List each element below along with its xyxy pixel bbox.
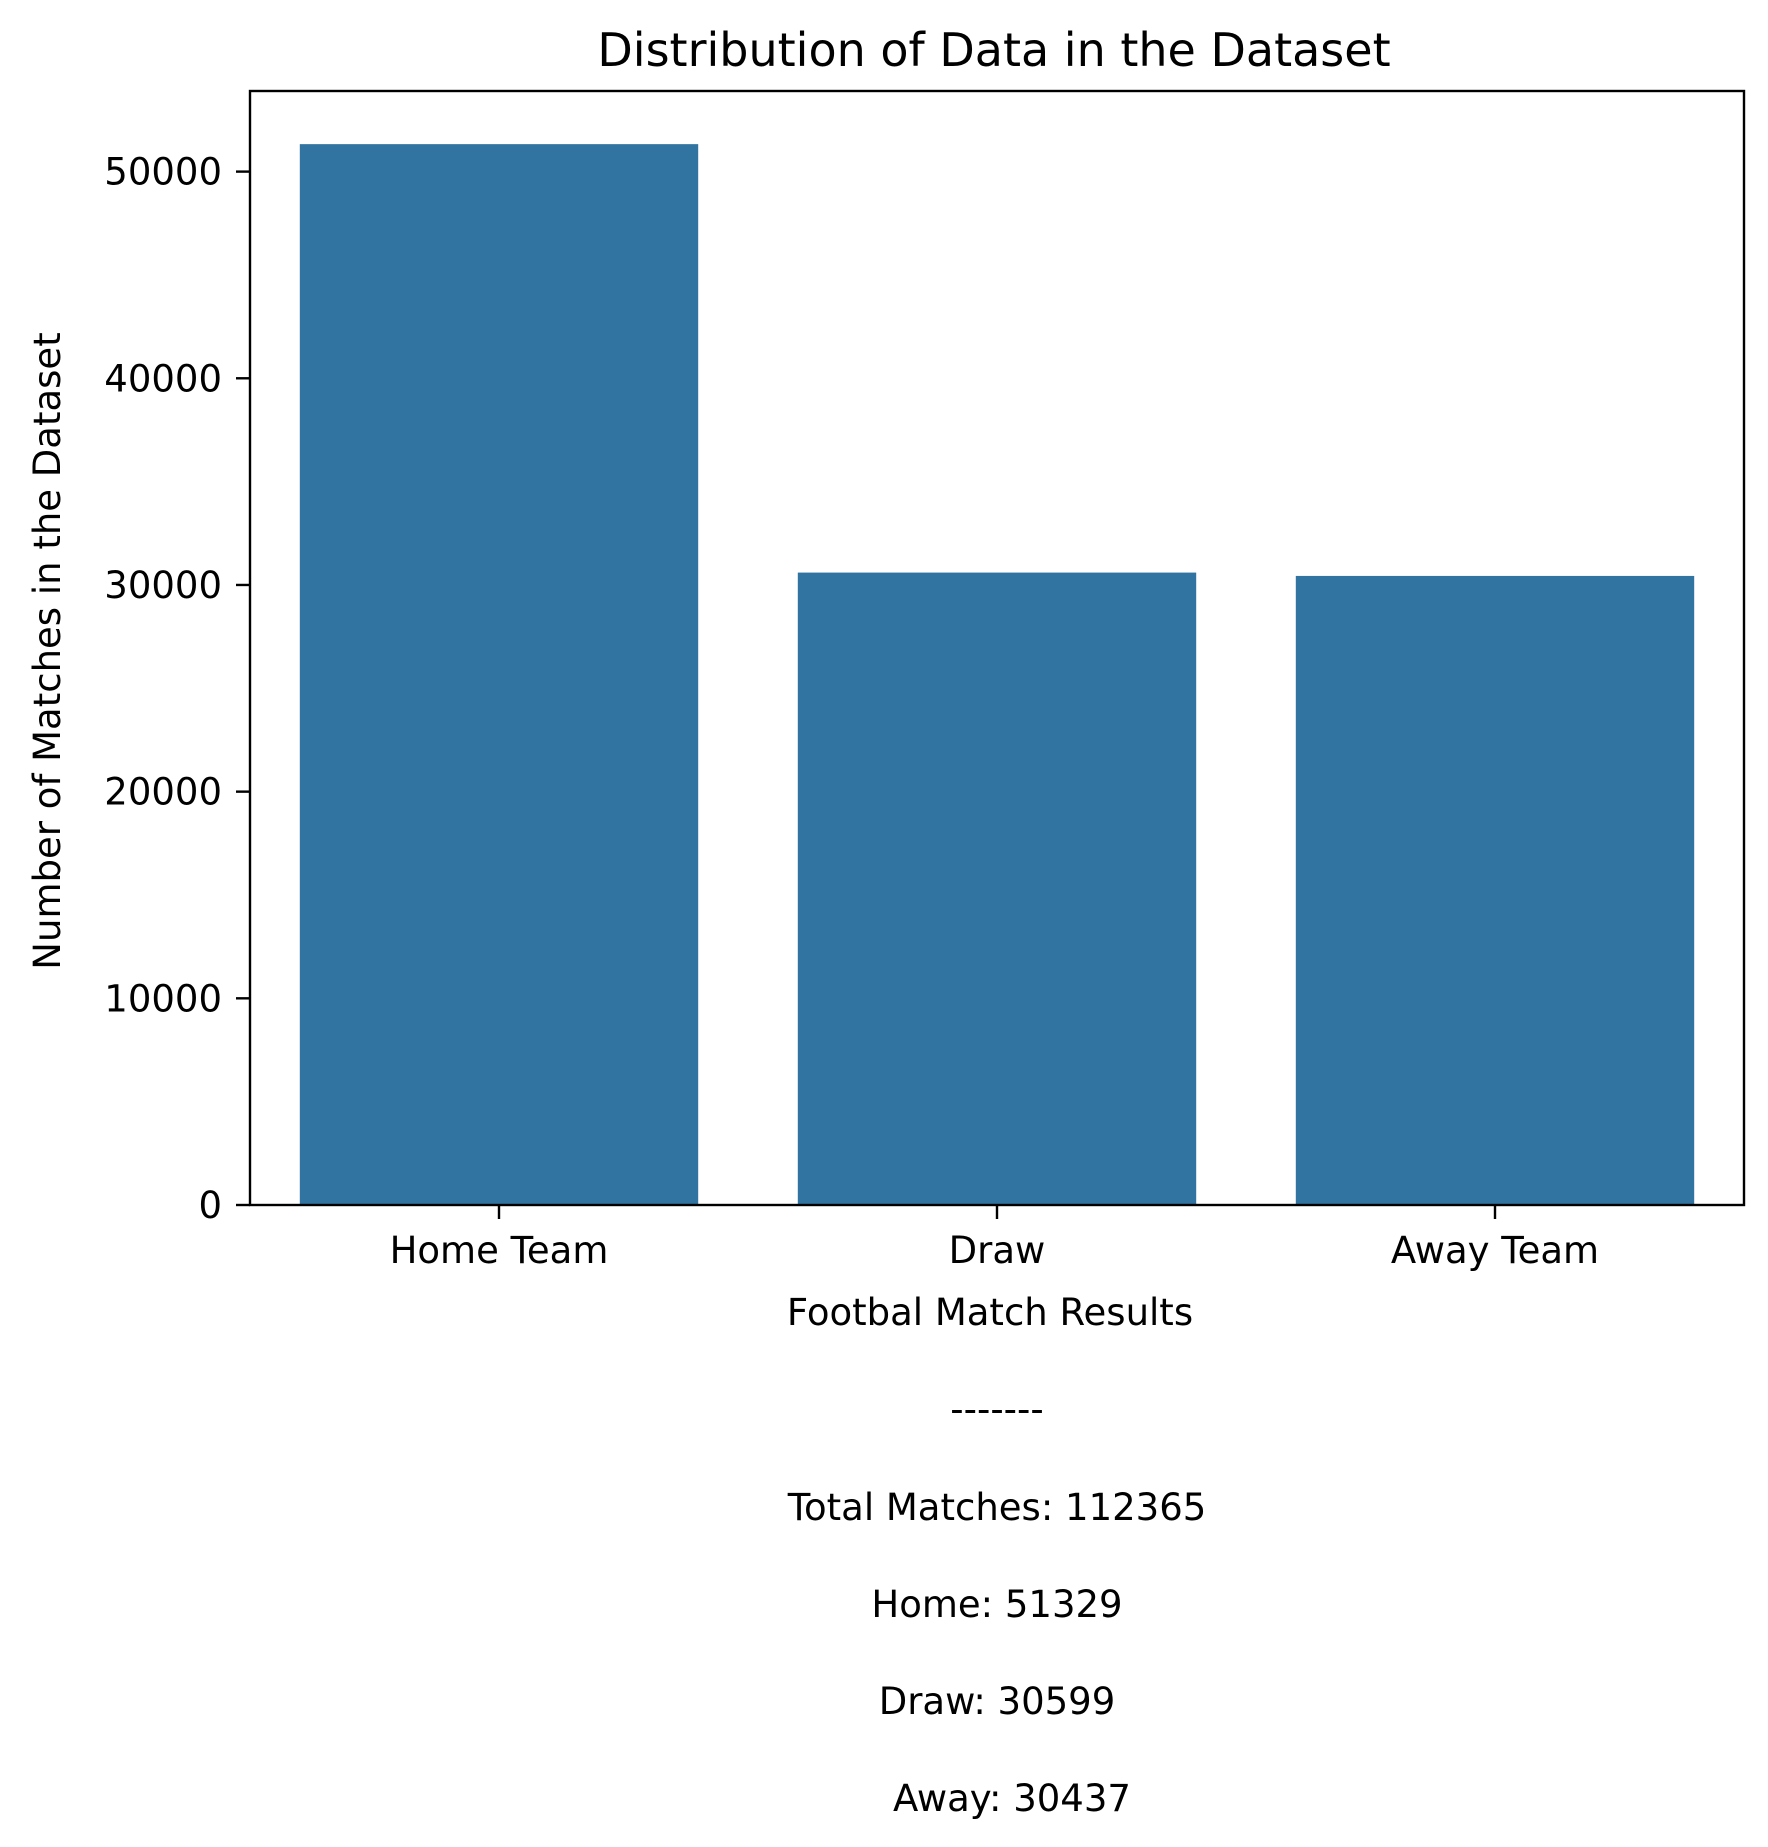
y-tick-label: 50000 xyxy=(104,151,222,194)
y-tick-label: 0 xyxy=(198,1184,222,1227)
summary-away: Away: 30437 xyxy=(893,1777,1131,1820)
bar-home-team xyxy=(299,144,699,1205)
x-tick-label: Away Team xyxy=(1391,1229,1599,1272)
x-axis-label: Footbal Match Results xyxy=(787,1291,1193,1334)
y-tick-label: 40000 xyxy=(104,357,222,400)
x-tick-label: Home Team xyxy=(390,1229,609,1272)
bar-away-team xyxy=(1295,575,1695,1205)
plot-area: Home Team Draw Away Team 0 10000 20000 30000 40… xyxy=(104,89,1746,1272)
summary-home: Home: 51329 xyxy=(871,1583,1122,1626)
chart-title: Distribution of Data in the Dataset xyxy=(597,23,1390,77)
summary-total-matches: Total Matches: 112365 xyxy=(787,1486,1207,1529)
bar-draw xyxy=(797,572,1197,1205)
summary-draw: Draw: 30599 xyxy=(879,1680,1116,1723)
summary-divider: ------- xyxy=(950,1388,1043,1431)
y-tick-label: 10000 xyxy=(104,977,222,1020)
y-tick-label: 30000 xyxy=(104,564,222,607)
y-axis-label: Number of Matches in the Dataset xyxy=(26,332,69,969)
x-tick-label: Draw xyxy=(949,1229,1046,1272)
y-tick-label: 20000 xyxy=(104,771,222,814)
